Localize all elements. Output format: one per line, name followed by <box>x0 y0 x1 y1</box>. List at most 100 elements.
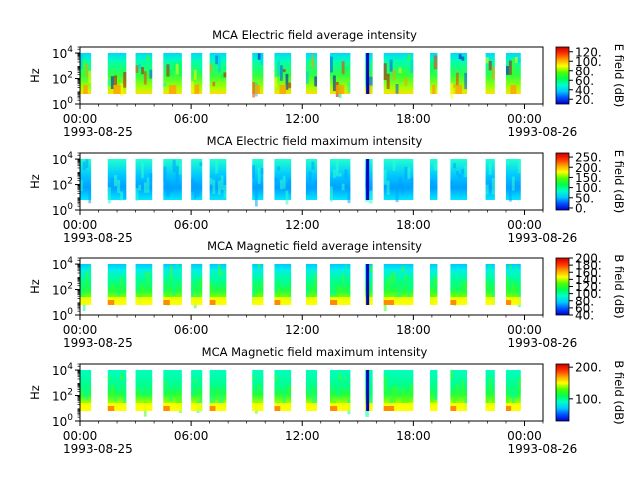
colorbar-tick-label: 150. <box>575 171 602 185</box>
y-tick-label: 102 <box>52 177 73 193</box>
data-block <box>383 370 414 411</box>
data-block <box>252 370 264 414</box>
x-tick-label: 18:00 <box>396 112 431 126</box>
data-block <box>383 264 414 312</box>
colorbar-tick-label: 100. <box>575 55 602 69</box>
x-tick-label: 06:00 <box>174 323 209 337</box>
data-block <box>485 159 495 200</box>
intense-stripe <box>366 159 370 200</box>
data-block <box>450 370 468 411</box>
data-block <box>505 53 521 94</box>
x-tick-label: 00:00 <box>507 112 542 126</box>
x-date-label-end: 1993-08-26 <box>507 231 577 245</box>
x-tick-label: 12:00 <box>285 112 320 126</box>
y-tick-label: 100 <box>52 413 73 429</box>
colorbar-tick-label: 120. <box>575 45 602 59</box>
data-block <box>383 159 414 203</box>
x-tick-label: 06:00 <box>174 429 209 443</box>
y-tick-label: 102 <box>52 71 73 87</box>
colorbar-label: B field (dB) <box>612 360 626 424</box>
spectrogram-area <box>80 159 521 207</box>
colorbar-tick-label: 180. <box>575 259 602 273</box>
colorbar-tick-label: 0. <box>575 201 586 215</box>
data-block <box>383 53 414 94</box>
data-block <box>135 159 153 201</box>
panel-1: MCA Electric field average intensity 100 1… <box>28 28 626 139</box>
colorbar: 40.60.80.100.120.140.160.180.200. B field… <box>555 252 626 323</box>
colorbar: 0.50.100.150.200.250. E field (dB) <box>555 150 626 215</box>
colorbar-tick-label: 120. <box>575 280 602 294</box>
colorbar-tick-label: 100. <box>575 287 602 301</box>
data-block <box>107 53 127 96</box>
plot-frame <box>79 46 544 105</box>
panel-3: MCA Magnetic field average intensity 100 1… <box>28 239 626 350</box>
data-block <box>430 159 438 200</box>
data-block <box>330 53 351 99</box>
y-tick-label: 100 <box>52 96 73 112</box>
x-tick-label: 00:00 <box>63 323 98 337</box>
y-tick-label: 104 <box>52 151 73 167</box>
y-tick-label: 104 <box>52 45 73 61</box>
x-tick-label: 06:00 <box>174 218 209 232</box>
spectrogram-area <box>80 53 521 99</box>
data-block <box>163 264 182 306</box>
data-block <box>209 159 227 200</box>
data-block <box>191 53 203 94</box>
colorbar-tick-label: 200. <box>575 361 602 375</box>
colorbar: 100. 200. B field (dB) <box>555 360 626 425</box>
data-block <box>209 264 227 305</box>
panel-2: MCA Electric field maximum intensity 100 1… <box>28 134 626 245</box>
data-block <box>191 370 203 413</box>
colorbar-tick-label: 20. <box>575 93 594 107</box>
data-block <box>330 159 351 204</box>
x-tick-label: 00:00 <box>507 323 542 337</box>
data-block <box>330 264 351 305</box>
intense-stripe <box>366 53 370 94</box>
data-block <box>274 370 292 411</box>
data-block <box>135 264 153 305</box>
colorbar-tick-label: 200. <box>575 252 602 266</box>
x-date-label-start: 1993-08-25 <box>63 125 133 139</box>
plot-frame <box>79 152 544 211</box>
data-block <box>274 264 292 305</box>
colorbar-tick-label: 100. <box>575 181 602 195</box>
panel-title: MCA Magnetic field average intensity <box>207 239 422 253</box>
y-axis-label: Hz <box>28 279 42 294</box>
colorbar-tick-label: 140. <box>575 273 602 287</box>
data-block <box>305 264 318 305</box>
plot-frame <box>79 363 544 422</box>
x-date-label-start: 1993-08-25 <box>63 442 133 456</box>
x-tick-label: 06:00 <box>174 112 209 126</box>
y-axis-label: Hz <box>28 385 42 400</box>
x-date-label-end: 1993-08-26 <box>507 442 577 456</box>
x-date-label-end: 1993-08-26 <box>507 336 577 350</box>
data-block <box>450 159 468 200</box>
x-tick-label: 00:00 <box>63 429 98 443</box>
panel-title: MCA Electric field average intensity <box>212 28 417 42</box>
colorbar-tick-label: 80. <box>575 294 594 308</box>
data-block <box>450 53 468 99</box>
data-block <box>163 370 182 413</box>
data-block <box>430 370 438 411</box>
data-block <box>305 370 318 411</box>
data-block <box>274 53 292 94</box>
x-tick-label: 12:00 <box>285 429 320 443</box>
x-date-label-end: 1993-08-26 <box>507 125 577 139</box>
y-axis-label: Hz <box>28 68 42 83</box>
data-block <box>430 53 438 94</box>
intense-stripe <box>366 370 370 411</box>
colorbar-tick-label: 80. <box>575 64 594 78</box>
y-tick-label: 102 <box>52 388 73 404</box>
data-block <box>80 264 92 312</box>
data-block <box>252 159 264 207</box>
colorbar-tick-label: 60. <box>575 74 594 88</box>
data-block <box>330 370 351 415</box>
colorbar-tick-label: 40. <box>575 309 594 323</box>
data-block <box>80 53 92 94</box>
data-block <box>252 53 264 98</box>
intense-stripe <box>366 264 370 305</box>
y-tick-label: 104 <box>52 256 73 272</box>
panel-title: MCA Electric field maximum intensity <box>207 134 423 148</box>
colorbar-tick-label: 250. <box>575 151 602 165</box>
